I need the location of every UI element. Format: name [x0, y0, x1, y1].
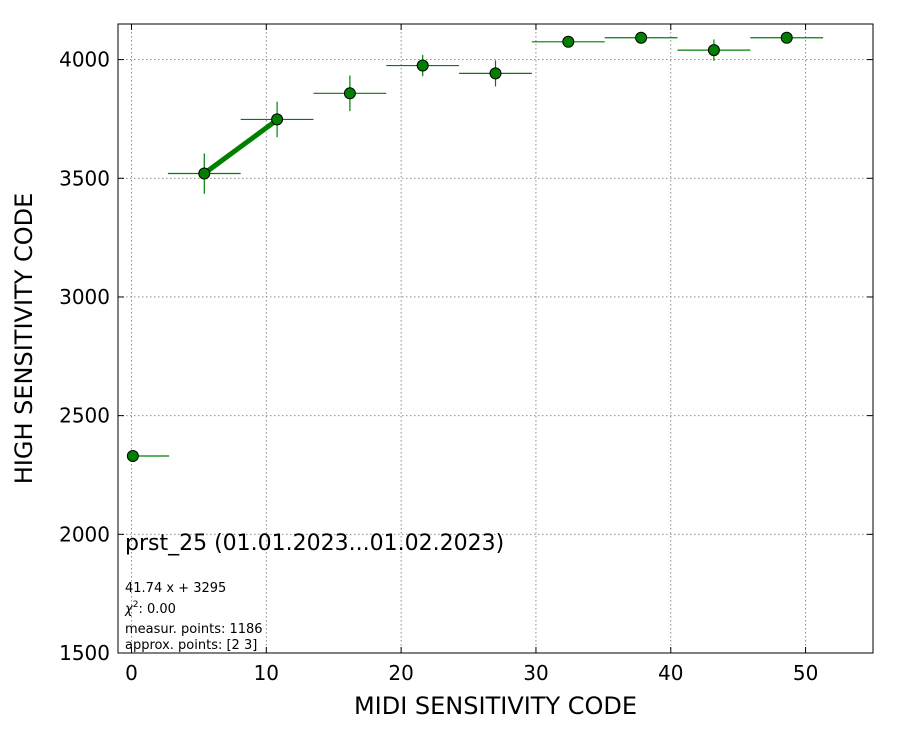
y-tick-label: 2000	[59, 522, 110, 546]
data-point	[635, 31, 648, 44]
y-tick-label: 2500	[59, 404, 110, 428]
axis-tick-labels: 0 10 20 30 40 50 1500 2000 2500 3000 3500 4000	[59, 48, 818, 685]
data-points	[126, 31, 824, 462]
data-point	[707, 44, 720, 57]
grid	[118, 24, 873, 654]
chi-superscript: 2	[133, 600, 139, 610]
x-tick-label: 50	[793, 661, 818, 685]
chart-title-annotation: prst_25 (01.01.2023...01.02.2023)	[125, 531, 504, 556]
chi-squared-annotation: χ2: 0.00	[124, 600, 176, 617]
data-point-group	[386, 54, 460, 77]
data-point	[562, 35, 575, 48]
data-point	[198, 167, 211, 180]
data-point	[343, 87, 356, 100]
y-tick-label: 1500	[59, 641, 110, 665]
data-point-group	[750, 31, 824, 44]
chi-value: : 0.00	[138, 602, 175, 617]
y-axis-label: HIGH SENSITIVITY CODE	[10, 193, 38, 485]
y-tick-label: 4000	[59, 48, 110, 72]
x-tick-label: 40	[658, 661, 683, 685]
fit-equation-annotation: 41.74 x + 3295	[125, 581, 226, 596]
data-point-group	[531, 35, 605, 48]
plot-frame	[117, 23, 874, 654]
fit-line-group	[202, 117, 279, 176]
data-point-group	[459, 60, 532, 87]
data-point-group	[126, 449, 170, 462]
chi-symbol: χ	[124, 602, 134, 617]
fit-line	[202, 117, 279, 176]
measured-points-annotation: measur. points: 1186	[125, 622, 263, 637]
data-point	[489, 67, 502, 80]
data-point	[780, 31, 793, 44]
x-tick-label: 30	[523, 661, 548, 685]
x-tick-label: 20	[388, 661, 413, 685]
data-point-group	[677, 39, 751, 61]
data-point	[126, 449, 139, 462]
data-point-group	[604, 31, 678, 44]
y-tick-label: 3500	[59, 166, 110, 190]
x-tick-label: 10	[254, 661, 279, 685]
data-point	[416, 59, 429, 72]
approx-points-annotation: approx. points: [2 3]	[125, 638, 257, 653]
data-point-group	[167, 153, 241, 194]
data-point-group	[313, 75, 387, 112]
x-axis-label: MIDI SENSITIVITY CODE	[354, 692, 637, 720]
y-tick-label: 3000	[59, 285, 110, 309]
axis-ticks	[118, 24, 873, 654]
data-point-group	[240, 101, 314, 138]
x-tick-label: 0	[125, 661, 138, 685]
data-point	[271, 113, 284, 126]
